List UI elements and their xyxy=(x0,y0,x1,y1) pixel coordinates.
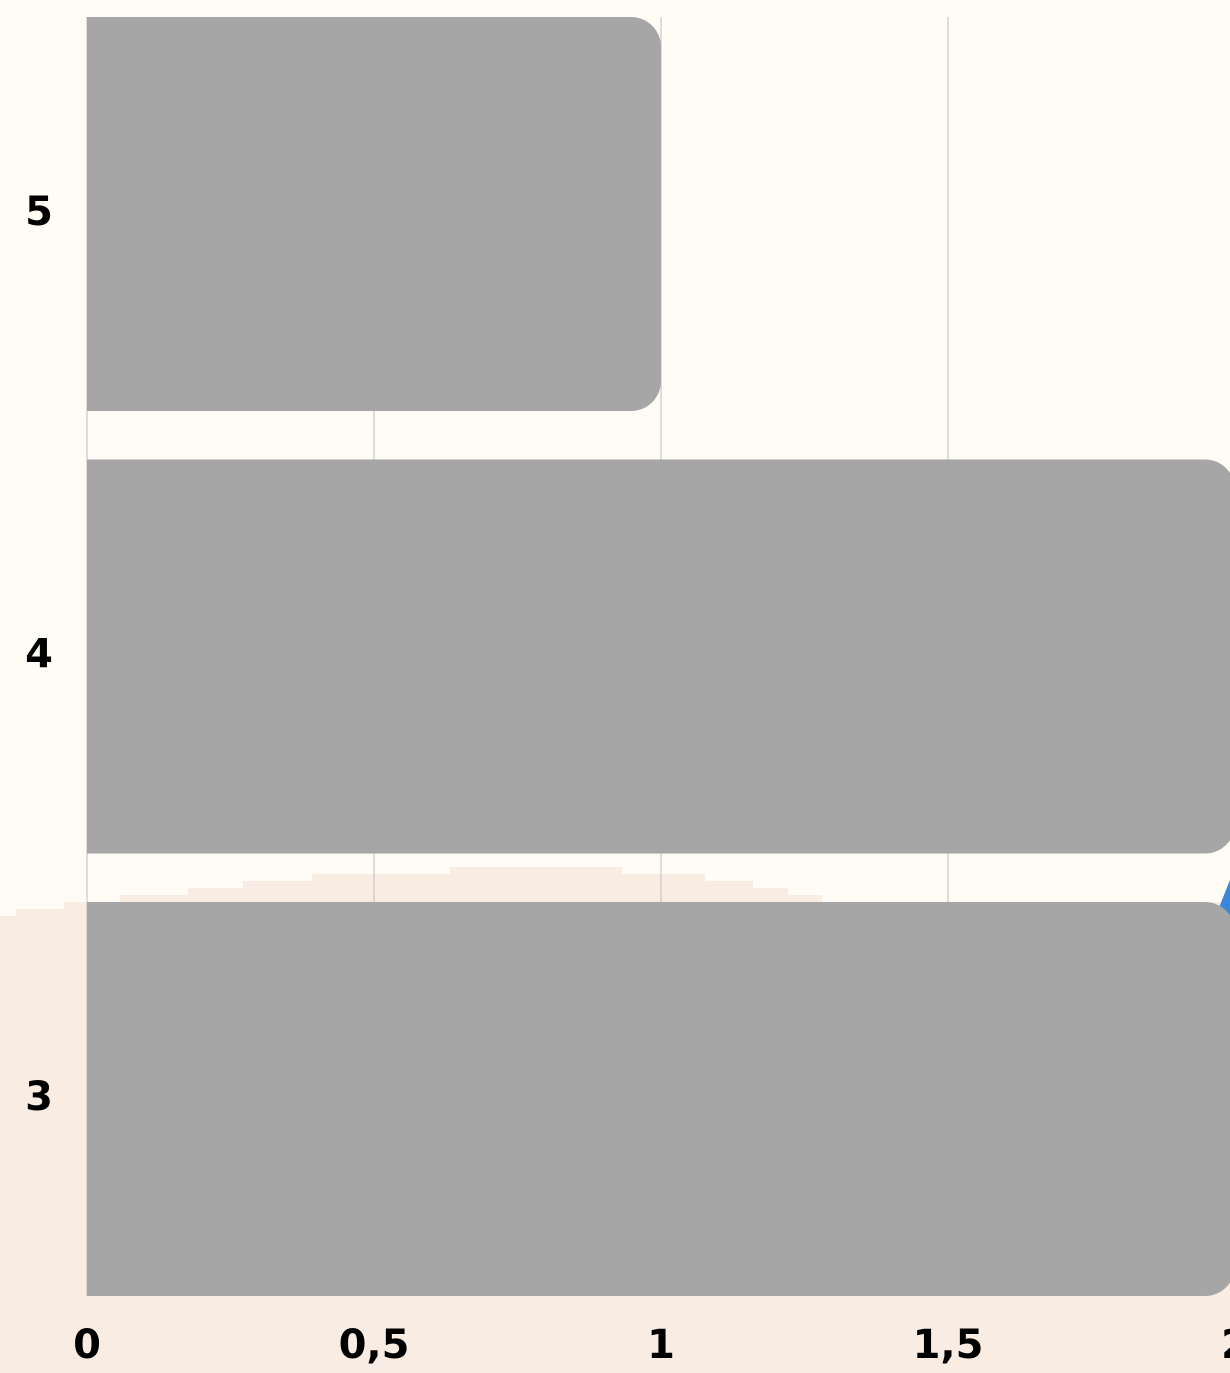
x-tick-label: 2 xyxy=(1221,1322,1230,1368)
bar xyxy=(87,460,1230,854)
bar xyxy=(87,902,1230,1296)
y-tick-label: 4 xyxy=(25,632,53,678)
x-tick-label: 0,5 xyxy=(339,1322,410,1368)
chart: 0 0,5 1 1,5 2 5 4 3 xyxy=(0,0,1230,1373)
y-tick-label: 5 xyxy=(25,189,53,235)
y-tick-label: 3 xyxy=(25,1074,53,1120)
x-tick-label: 1,5 xyxy=(913,1322,984,1368)
page: {"chart_data": {"type": "bar", "orientat… xyxy=(0,0,1230,1373)
bars xyxy=(87,17,1230,1296)
x-tick-label: 0 xyxy=(73,1322,101,1368)
x-tick-label: 1 xyxy=(647,1322,675,1368)
bar xyxy=(87,17,661,411)
